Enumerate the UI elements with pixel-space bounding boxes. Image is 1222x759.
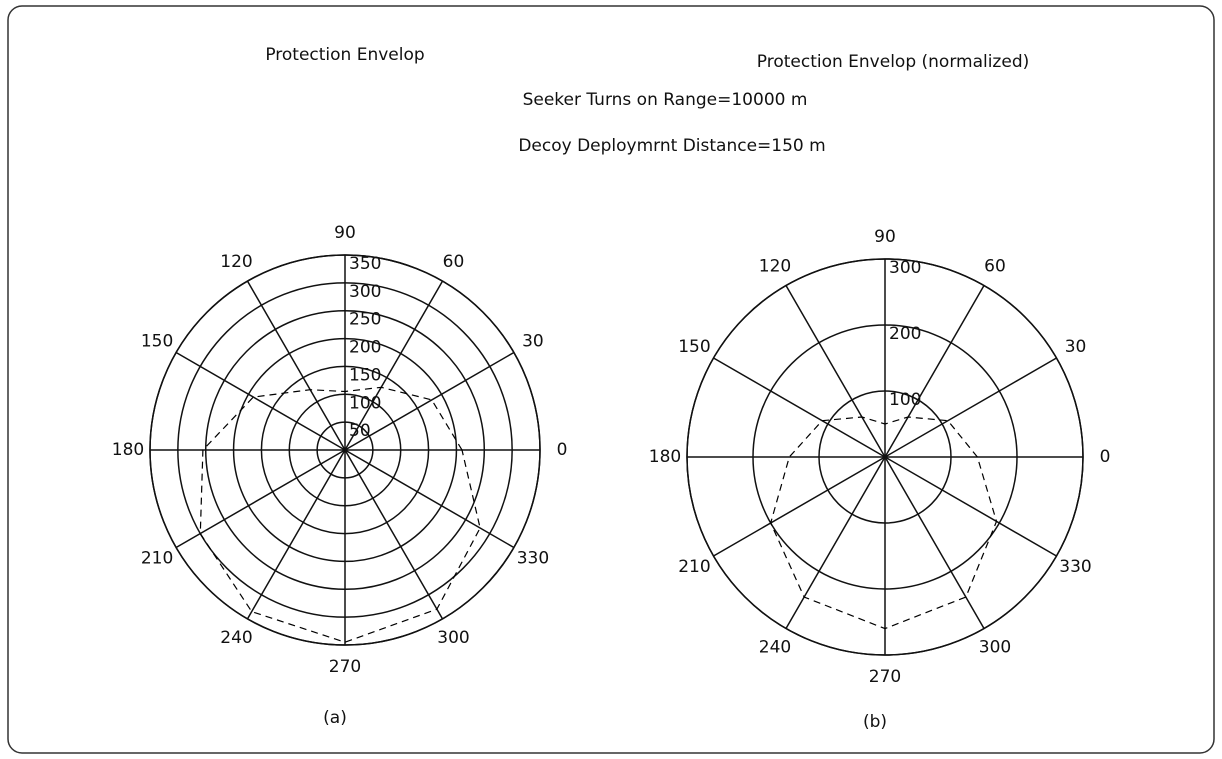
theta-tick-label: 60 bbox=[984, 256, 1006, 276]
caption: (a) bbox=[323, 708, 347, 728]
grid-spoke bbox=[344, 449, 444, 620]
theta-tick-label: 150 bbox=[141, 332, 173, 352]
grid-spoke bbox=[246, 280, 346, 451]
r-tick-label: 150 bbox=[349, 365, 381, 385]
chart-title: Protection Envelop bbox=[265, 45, 424, 65]
chart-title: Protection Envelop (normalized) bbox=[757, 52, 1030, 72]
subtitle: Decoy Deploymrnt Distance=150 m bbox=[518, 136, 825, 156]
theta-tick-label: 90 bbox=[874, 227, 896, 247]
theta-tick-label: 30 bbox=[522, 332, 544, 352]
grid-spoke bbox=[713, 456, 886, 557]
r-tick-label: 50 bbox=[349, 421, 371, 441]
grid-spoke bbox=[246, 449, 346, 620]
theta-tick-label: 330 bbox=[1059, 557, 1091, 577]
theta-tick-label: 300 bbox=[979, 638, 1011, 658]
grid-spoke bbox=[713, 357, 886, 458]
theta-tick-label: 240 bbox=[759, 638, 791, 658]
r-tick-label: 200 bbox=[349, 338, 381, 358]
theta-tick-label: 210 bbox=[141, 549, 173, 569]
r-tick-label: 100 bbox=[349, 393, 381, 413]
grid-spoke bbox=[175, 449, 346, 549]
theta-tick-label: 0 bbox=[1100, 447, 1111, 467]
theta-tick-label: 330 bbox=[517, 549, 549, 569]
caption: (b) bbox=[863, 712, 887, 732]
frame bbox=[7, 5, 1215, 754]
grid-spoke bbox=[344, 280, 444, 451]
grid-spoke bbox=[884, 456, 985, 629]
grid-spoke bbox=[344, 351, 515, 451]
grid-spoke bbox=[785, 456, 886, 629]
envelope-line bbox=[770, 416, 998, 630]
theta-tick-label: 30 bbox=[1065, 337, 1087, 357]
grid-spoke bbox=[785, 285, 886, 458]
theta-tick-label: 240 bbox=[220, 628, 252, 648]
theta-tick-label: 300 bbox=[437, 628, 469, 648]
grid-spoke bbox=[175, 351, 346, 451]
grid-spoke bbox=[884, 357, 1057, 458]
theta-tick-label: 210 bbox=[678, 557, 710, 577]
theta-tick-label: 180 bbox=[112, 440, 144, 460]
envelope-line bbox=[199, 386, 481, 643]
theta-tick-label: 90 bbox=[334, 223, 356, 243]
theta-tick-label: 180 bbox=[649, 447, 681, 467]
theta-tick-label: 120 bbox=[759, 256, 791, 276]
theta-tick-label: 150 bbox=[678, 337, 710, 357]
theta-tick-label: 60 bbox=[443, 252, 465, 272]
grid-spoke bbox=[344, 449, 515, 549]
r-tick-label: 200 bbox=[889, 324, 921, 344]
theta-tick-label: 120 bbox=[220, 252, 252, 272]
r-tick-label: 300 bbox=[889, 258, 921, 278]
grid-spoke bbox=[884, 456, 1057, 557]
grid-spoke bbox=[884, 285, 985, 458]
subtitle: Seeker Turns on Range=10000 m bbox=[523, 90, 808, 110]
r-tick-label: 300 bbox=[349, 282, 381, 302]
r-tick-label: 250 bbox=[349, 310, 381, 330]
r-tick-label: 350 bbox=[349, 254, 381, 274]
theta-tick-label: 0 bbox=[557, 440, 568, 460]
theta-tick-label: 270 bbox=[329, 657, 361, 677]
theta-tick-label: 270 bbox=[869, 667, 901, 687]
r-tick-label: 100 bbox=[889, 390, 921, 410]
